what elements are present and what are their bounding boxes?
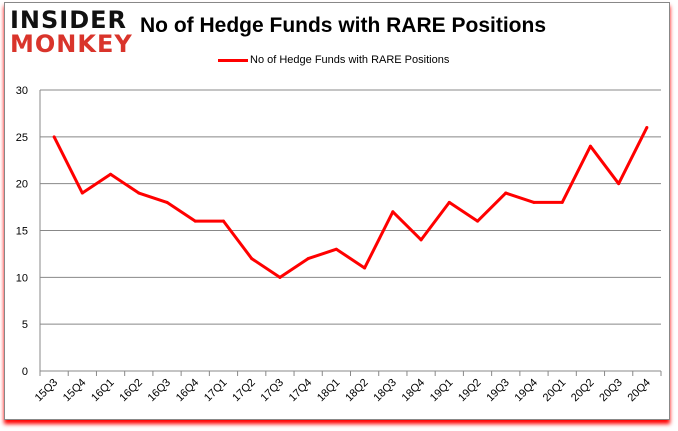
y-tick-label: 0: [22, 366, 28, 378]
x-tick-label: 17Q3: [259, 377, 287, 405]
y-tick-label: 20: [16, 179, 28, 191]
data-point: [109, 172, 113, 176]
x-tick-label: 19Q4: [513, 377, 541, 405]
x-tick-label: 16Q4: [174, 377, 202, 405]
x-tick-label: 19Q1: [428, 377, 456, 405]
data-point: [447, 200, 451, 204]
legend-label: No of Hedge Funds with RARE Positions: [250, 54, 450, 66]
data-point: [504, 191, 508, 195]
data-point: [250, 257, 254, 261]
x-tick-label: 19Q2: [456, 377, 484, 405]
logo-line1: INSIDER: [10, 6, 128, 34]
chart-frame: [4, 2, 670, 420]
x-tick-label: 18Q2: [343, 377, 371, 405]
x-tick-label: 15Q4: [61, 377, 89, 405]
data-point: [306, 257, 310, 261]
data-point: [391, 210, 395, 214]
data-point: [221, 219, 225, 223]
x-tick-label: 20Q2: [569, 377, 597, 405]
x-tick-label: 16Q3: [146, 377, 174, 405]
data-point: [560, 200, 564, 204]
y-tick-label: 5: [22, 319, 28, 331]
data-point: [532, 200, 536, 204]
x-tick-label: 17Q1: [202, 377, 230, 405]
data-point: [165, 200, 169, 204]
x-tick-label: 17Q2: [230, 377, 258, 405]
x-tick-label: 20Q4: [625, 377, 653, 405]
x-tick-label: 18Q4: [400, 377, 428, 405]
chart-title: No of Hedge Funds with RARE Positions: [140, 14, 546, 37]
x-tick-label: 16Q2: [117, 377, 145, 405]
data-point: [476, 219, 480, 223]
logo-line2: MONKEY: [10, 30, 133, 58]
data-point: [617, 182, 621, 186]
insider-monkey-logo: INSIDER MONKEY: [10, 8, 133, 56]
data-point: [363, 266, 367, 270]
x-tick-label: 17Q4: [287, 377, 315, 405]
x-tick-label: 18Q3: [371, 377, 399, 405]
y-tick-label: 15: [16, 226, 28, 238]
x-tick-label: 18Q1: [315, 377, 343, 405]
data-point: [645, 125, 649, 129]
x-tick-label: 20Q3: [597, 377, 625, 405]
series-line: [52, 126, 649, 279]
data-point: [278, 275, 282, 279]
data-point: [419, 238, 423, 242]
x-tick-label: 19Q3: [484, 377, 512, 405]
x-tick-label: 15Q3: [33, 377, 61, 405]
data-point: [80, 191, 84, 195]
y-tick-label: 30: [16, 85, 28, 97]
legend-swatch: [218, 58, 248, 62]
y-tick-label: 10: [16, 272, 28, 284]
data-point: [137, 191, 141, 195]
legend: No of Hedge Funds with RARE Positions: [218, 54, 449, 66]
x-tick-label: 16Q1: [89, 377, 117, 405]
data-point: [193, 219, 197, 223]
data-point: [334, 247, 338, 251]
data-point: [52, 135, 56, 139]
data-point: [588, 144, 592, 148]
y-tick-label: 25: [16, 132, 28, 144]
x-tick-label: 20Q1: [541, 377, 569, 405]
